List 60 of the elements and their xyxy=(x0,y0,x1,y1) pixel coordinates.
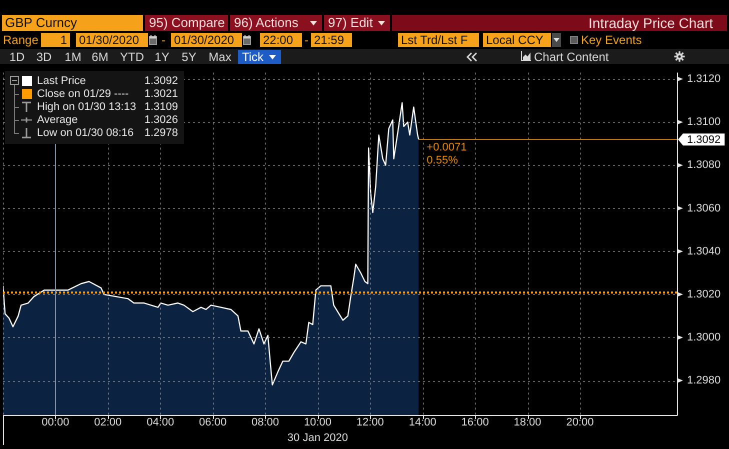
annotation: 1.3026 xyxy=(144,114,178,126)
annotation: 1.3092 xyxy=(144,74,178,88)
date-field: 01/30/2020 xyxy=(76,33,148,47)
text: 6M xyxy=(92,50,108,64)
security-field: GBP Curncy xyxy=(2,15,143,31)
x-tick-label: 14:00 xyxy=(408,416,436,429)
x-tick-label: 10:00 xyxy=(304,416,332,429)
title-bar: Intraday Price Chart xyxy=(392,15,727,31)
x-tick-label: 16:00 xyxy=(461,416,489,429)
y-tick-label: 1.3020 xyxy=(687,288,721,300)
tab-button: Tick xyxy=(238,50,281,64)
text: 5Y xyxy=(182,50,196,64)
x-tick-label: 06:00 xyxy=(199,416,227,429)
date-field: 01/30/2020 xyxy=(171,33,242,47)
legend-label: Last Price xyxy=(37,74,86,88)
annotation: 1.3109 xyxy=(144,100,178,114)
text: 1D xyxy=(9,50,25,64)
annotation: 1.3021 xyxy=(144,88,178,100)
text: Max xyxy=(208,50,232,64)
x-tick-label: 12:00 xyxy=(356,416,384,429)
text: YTD xyxy=(120,50,144,64)
menu-button: 97) Edit xyxy=(324,15,390,31)
x-tick-label: 02:00 xyxy=(94,416,122,429)
x-tick-label: 18:00 xyxy=(514,416,542,429)
chart-title: Intraday Price Chart xyxy=(588,15,713,31)
x-axis-title: 30 Jan 2020 xyxy=(287,432,348,444)
y-tick-label: 1.3100 xyxy=(687,116,721,128)
time-field: 21:59 xyxy=(311,33,352,47)
y-tick-label: 1.2980 xyxy=(687,374,721,387)
x-tick-label: 00:00 xyxy=(42,416,70,429)
annotation: 1.2978 xyxy=(144,126,178,140)
legend-label: Close on 01/29 ---- xyxy=(37,88,129,100)
dropdown-field: Lst Trd/Lst F xyxy=(398,33,479,47)
y-tick-label: 1.3060 xyxy=(687,202,721,214)
text: 1M xyxy=(64,50,82,64)
y-tick-label: 1.3120 xyxy=(687,73,721,86)
annotation: Average xyxy=(37,114,78,126)
x-tick-label: 04:00 xyxy=(146,416,174,429)
time-field: 22:00 xyxy=(260,33,302,47)
text: 1Y xyxy=(154,50,170,64)
text: - xyxy=(162,33,166,47)
number-field: 1 xyxy=(41,33,70,47)
text: Key Events xyxy=(581,33,642,47)
annotation: Low on 01/30 08:16 xyxy=(37,126,134,140)
y-tick-label: 1.3040 xyxy=(687,245,721,258)
y-tick-label: 1.3000 xyxy=(687,332,721,344)
x-tick-label: 08:00 xyxy=(251,416,280,429)
annotation: 0.55% xyxy=(426,154,458,166)
text: Range xyxy=(3,33,38,47)
annotation: +0.0071 xyxy=(426,141,467,154)
text: 3D xyxy=(36,50,52,64)
menu-button: 95) Compare xyxy=(145,15,228,31)
x-tick-label: 20:00 xyxy=(566,416,594,429)
text: - xyxy=(304,33,308,47)
ref-line-label: 1.3092 xyxy=(687,134,721,146)
dropdown-field: Local CCY xyxy=(483,33,551,47)
text: Chart Content xyxy=(534,50,609,64)
y-tick-label: 1.3080 xyxy=(687,159,721,172)
annotation: High on 01/30 13:13 xyxy=(37,100,136,114)
menu-button: 96) Actions xyxy=(230,15,322,31)
